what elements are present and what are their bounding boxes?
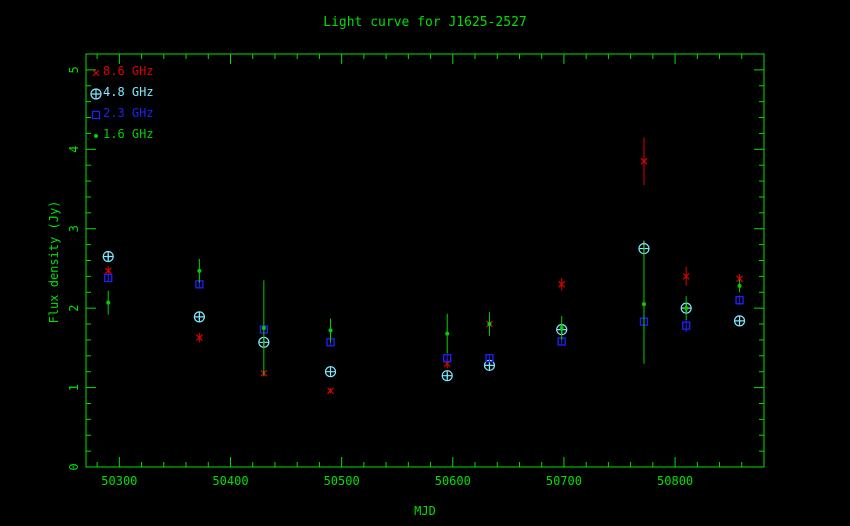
data-point [737, 283, 742, 288]
data-point [328, 328, 333, 333]
series-2 [104, 273, 744, 363]
legend-marker [94, 134, 98, 138]
legend: 8.6 GHz 4.8 GHz 2.3 GHz 1.6 GHz [90, 64, 154, 141]
data-point [684, 306, 689, 311]
legend-label: 1.6 GHz [103, 127, 154, 141]
data-point [104, 273, 113, 283]
x-tick-label: 50300 [101, 474, 137, 488]
data-point [736, 275, 743, 283]
data-point [640, 157, 648, 165]
data-point [559, 326, 564, 331]
data-point [443, 354, 452, 363]
data-point [733, 315, 746, 327]
x-tick-label: 50700 [546, 474, 582, 488]
data-point [441, 370, 453, 382]
data-point [558, 280, 566, 288]
data-point [195, 334, 203, 341]
data-points [102, 137, 746, 395]
data-point [487, 322, 492, 327]
data-point [102, 250, 114, 263]
x-tick-label: 50500 [324, 474, 360, 488]
legend-label: 2.3 GHz [103, 106, 154, 120]
data-point [682, 321, 691, 330]
series-3 [106, 244, 742, 376]
series-0 [104, 137, 743, 395]
x-tick-label: 50600 [435, 474, 471, 488]
data-point [735, 296, 744, 305]
data-point [193, 311, 205, 323]
legend-label: 8.6 GHz [103, 64, 154, 78]
data-point [104, 267, 112, 275]
x-tick-label: 50800 [657, 474, 693, 488]
y-axis-label: Flux density (Jy) [47, 201, 61, 324]
chart-title: Light curve for J1625-2527 [323, 15, 527, 30]
x-axis-label: MJD [414, 504, 436, 518]
data-point [445, 331, 450, 336]
y-tick-label: 1 [67, 384, 81, 391]
y-tick-label: 5 [67, 66, 81, 73]
plot-frame [85, 53, 765, 468]
data-point [485, 354, 494, 363]
legend-marker [90, 88, 102, 100]
y-tick-label: 2 [67, 305, 81, 312]
legend-marker [92, 69, 100, 77]
legend-marker [91, 110, 101, 120]
data-point [327, 387, 334, 395]
data-point [641, 302, 646, 307]
data-point [324, 366, 337, 378]
legend-label: 4.8 GHz [103, 85, 154, 99]
x-tick-label: 50400 [212, 474, 248, 488]
y-tick-label: 3 [67, 225, 81, 232]
y-tick-label: 4 [67, 146, 81, 153]
data-point [106, 300, 111, 305]
data-point [197, 268, 202, 273]
y-tick-label: 0 [67, 463, 81, 470]
data-point [261, 326, 266, 331]
axis-ticks: 50300 50400 50500 50600 50700 50800 0 1 2 3 4 5 [67, 54, 764, 488]
data-point [682, 272, 690, 280]
